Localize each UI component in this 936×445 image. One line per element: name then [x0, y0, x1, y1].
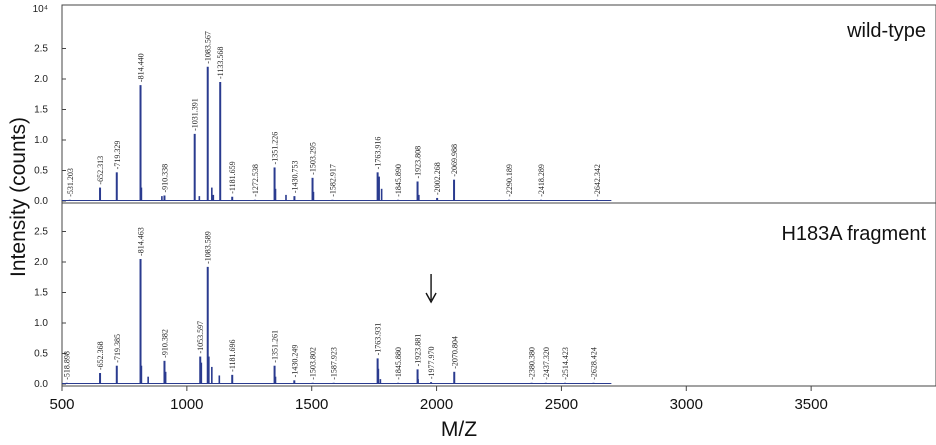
- top-peak-label: -1582.917: [328, 164, 337, 197]
- bottom-peak-label: -1977.970: [427, 346, 436, 379]
- bottom-peak-label: -1181.696: [228, 339, 237, 371]
- bottom-y-tick-label: 1.5: [34, 288, 48, 299]
- bottom-y-tick-label: 1.0: [34, 318, 48, 329]
- x-tick-label: 500: [49, 396, 74, 413]
- top-peak-label: -2069.988: [450, 144, 459, 177]
- y-axis-title: Intensity (counts): [7, 117, 30, 277]
- x-tick-label: 3000: [670, 396, 703, 413]
- top-peak-label: -2642.342: [593, 164, 602, 197]
- bottom-peak-label: -2514.423: [561, 347, 570, 380]
- top-y-tick-label: 1.0: [34, 135, 48, 146]
- top-peak-label: -1430.753: [290, 160, 299, 193]
- bottom-y-tick-label: 0.5: [34, 349, 48, 360]
- top-peak-label: -1845.890: [394, 164, 403, 197]
- top-peak-label: -814.440: [137, 53, 146, 82]
- top-y-tick-label: 1.5: [34, 105, 48, 116]
- top-peak-label: -910.338: [160, 164, 169, 193]
- top-peak-label: -1181.659: [228, 161, 237, 193]
- bottom-y-tick-label: 2.0: [34, 257, 48, 268]
- top-peak-label: -1503.295: [309, 142, 318, 175]
- x-axis-title: M/Z: [441, 418, 477, 441]
- top-y-tick-label: 0.0: [34, 196, 48, 207]
- bottom-peak-label: -2380.380: [528, 347, 537, 380]
- top-peak-label: -2418.289: [537, 164, 546, 197]
- bottom-peak-label: -1763.931: [374, 323, 383, 356]
- y-multiplier-label: 10⁴: [33, 4, 48, 15]
- annotation-arrow-head: [425, 292, 437, 304]
- bottom-panel-marks: 0.0 0.5 1.0 1.5 2.0 2.5 -518.898 -652.368 -719.3…: [34, 227, 612, 390]
- top-peak-label: -2290.189: [505, 164, 514, 197]
- bottom-y-tick-label: 0.0: [34, 379, 48, 390]
- bottom-peak-label: -2070.804: [450, 336, 459, 369]
- bottom-peak-label: -2628.424: [589, 347, 598, 380]
- bottom-peak-label: -652.368: [96, 341, 105, 370]
- bottom-peak-label: -1845.880: [394, 347, 403, 380]
- top-y-tick-label: 2.5: [34, 44, 48, 55]
- top-peak-label: -1272.538: [251, 164, 260, 197]
- x-tick-label: 3500: [794, 396, 827, 413]
- bottom-peak-label: -1083.589: [204, 231, 213, 264]
- bottom-panel-frame: [61, 202, 936, 387]
- top-peak-label: -1083.567: [204, 31, 213, 64]
- top-panel-marks: 0.0 0.5 1.0 1.5 2.0 2.5 -531.203 -652.313 -719.3…: [34, 31, 612, 207]
- top-panel-label: wild-type: [846, 20, 926, 42]
- bottom-peak-label: -518.898: [63, 351, 72, 380]
- top-peak-label: -1763.916: [374, 137, 383, 170]
- bottom-peak-label: -1351.261: [271, 330, 280, 363]
- bottom-y-tick-label: 2.5: [34, 227, 48, 238]
- bottom-peak-label: -1430.249: [290, 345, 299, 378]
- x-tick-label: 1000: [170, 396, 203, 413]
- x-tick-label: 1500: [295, 396, 328, 413]
- bottom-peak-label: -1923.881: [414, 334, 423, 367]
- top-y-tick-label: 2.0: [34, 74, 48, 85]
- bottom-peak-label: -910.382: [160, 329, 169, 358]
- bottom-peak-label: -1503.802: [309, 347, 318, 380]
- bottom-peak-label: -1053.597: [196, 321, 205, 354]
- bottom-peak-label: -719.385: [113, 334, 122, 363]
- top-peak-label: -719.329: [113, 141, 122, 170]
- x-tick-label: 2000: [420, 396, 453, 413]
- bottom-panel-label: H183A fragment: [781, 223, 926, 245]
- bottom-peak-label: -1587.923: [330, 347, 339, 380]
- top-peak-label: -1923.808: [414, 146, 423, 179]
- top-y-tick-label: 0.5: [34, 166, 48, 177]
- top-peak-label: -2002.268: [433, 162, 442, 195]
- bottom-peak-label: -2437.320: [542, 347, 551, 380]
- top-peak-label: -652.313: [96, 156, 105, 185]
- top-peak-label: -1133.568: [216, 47, 225, 79]
- top-peak-label: -1351.226: [271, 132, 280, 165]
- axes-labels: 10⁴ 500 1000 1500 2000 2500 3000 3500: [33, 4, 828, 413]
- x-tick-label: 2500: [545, 396, 578, 413]
- top-peak-label: -531.203: [66, 168, 75, 197]
- bottom-peak-label: -814.463: [137, 227, 146, 256]
- top-peak-label: -1031.391: [191, 98, 200, 131]
